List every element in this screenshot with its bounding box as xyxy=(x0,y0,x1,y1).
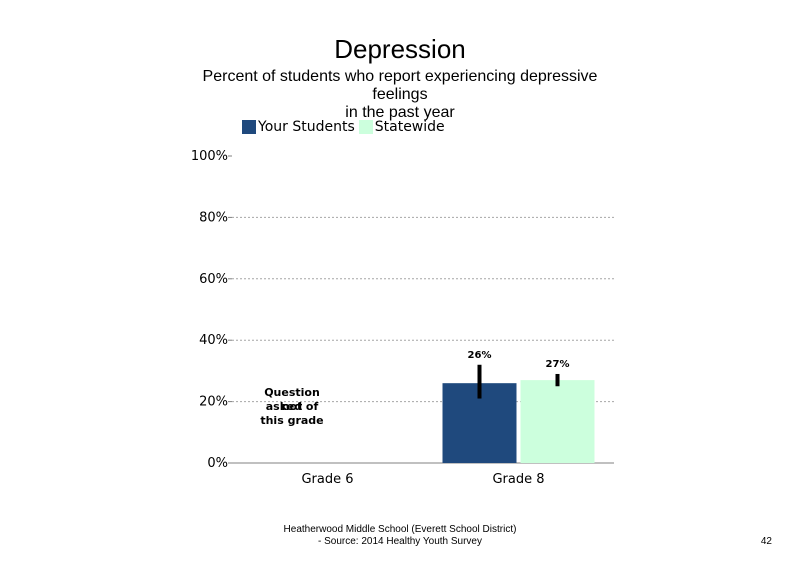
y-tick-label-0: 0% xyxy=(207,456,228,471)
chart-subtitle: Percent of students who report experienc… xyxy=(190,68,610,122)
y-tick-label-20: 20% xyxy=(199,395,228,410)
subtitle-line-1: Percent of students who report experienc… xyxy=(202,68,598,85)
y-tick-label-100: 100% xyxy=(191,149,228,164)
legend-item-your-students: Your Students xyxy=(242,119,355,135)
x-tick-label-1: Grade 8 xyxy=(492,472,544,487)
page-number: 42 xyxy=(760,536,772,547)
subtitle-line-2: feelings xyxy=(372,86,428,103)
legend-label-your-students: Your Students xyxy=(258,119,355,135)
legend-label-statewide: Statewide xyxy=(374,119,445,135)
y-tick-label-80: 80% xyxy=(199,210,228,225)
grade-6-note: Question not asked of this grade xyxy=(252,386,332,428)
bar-1-1 xyxy=(520,380,595,463)
chart-legend: Your Students Statewide xyxy=(242,118,449,136)
footer-line-2: - Source: 2014 Healthy Youth Survey xyxy=(318,536,482,547)
y-tick-label-40: 40% xyxy=(199,333,228,348)
legend-swatch-statewide xyxy=(358,120,373,134)
chart-title: Depression xyxy=(334,34,466,64)
footer-line-1: Heatherwood Middle School (Everett Schoo… xyxy=(283,524,517,535)
data-label-1-1: 27% xyxy=(546,359,570,370)
note-line-2: asked of xyxy=(265,400,319,413)
legend-item-statewide: Statewide xyxy=(358,119,445,135)
legend-swatch-your-students xyxy=(242,120,256,134)
x-tick-label-0: Grade 6 xyxy=(301,472,353,487)
note-line-3: this grade xyxy=(260,414,324,427)
y-tick-label-60: 60% xyxy=(199,272,228,287)
subtitle-line-3: in the past year xyxy=(345,104,455,121)
footer: Heatherwood Middle School (Everett Schoo… xyxy=(250,524,550,548)
data-label-0-1: 26% xyxy=(468,350,492,361)
note-line-1: Question not xyxy=(264,386,320,413)
